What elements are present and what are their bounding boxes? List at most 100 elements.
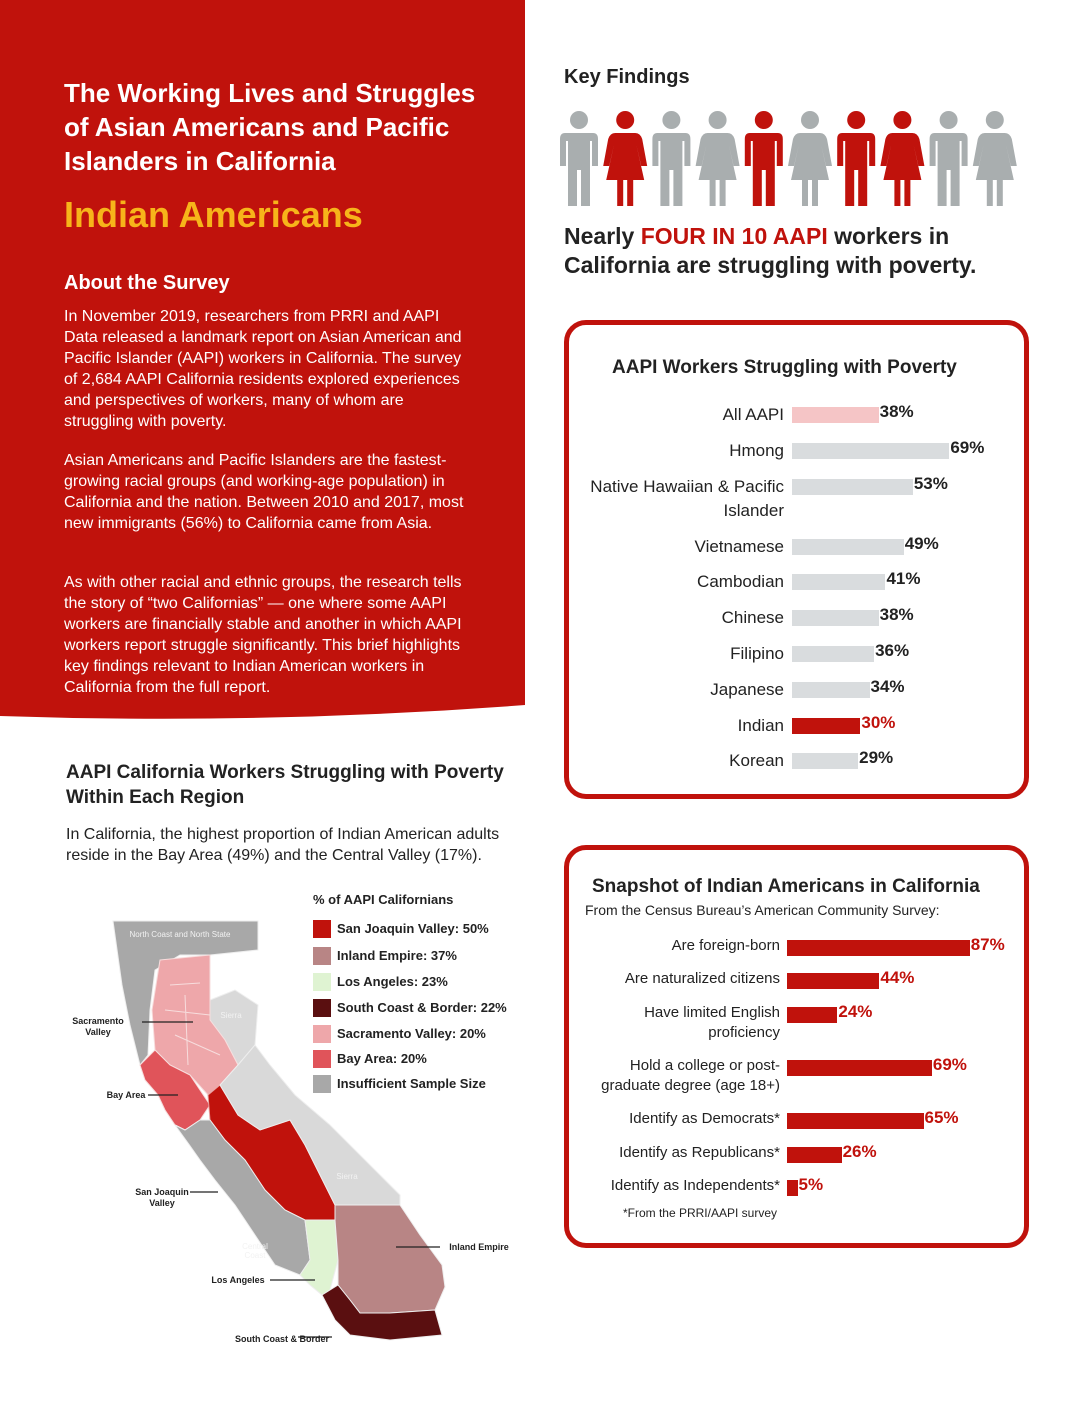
bar	[792, 718, 861, 734]
people-pictogram	[560, 111, 1017, 206]
bar	[792, 443, 950, 459]
female-person-icon	[972, 111, 1017, 206]
bar-category-label: Identify as Democrats*	[629, 1110, 780, 1127]
map-label-los-angeles: Los Angeles	[211, 1275, 265, 1285]
legend-swatch	[313, 1075, 331, 1093]
bar	[792, 646, 875, 662]
map-label-north-coast: North Coast and North State	[129, 930, 231, 939]
region-inland-empire	[334, 1204, 446, 1314]
about-heading: About the Survey	[64, 272, 230, 294]
region-text: In California, the highest proportion of…	[66, 826, 500, 864]
male-person-icon	[560, 111, 598, 206]
bar	[792, 539, 904, 555]
region-title: AAPI California Workers Struggling with …	[66, 762, 504, 808]
map-label-south-coast: South Coast & Border	[234, 1334, 329, 1344]
legend-title: % of AAPI Californians	[313, 892, 454, 907]
legend-swatch	[313, 999, 331, 1017]
snapshot-footnote: *From the PRRI/AAPI survey	[622, 1206, 777, 1220]
bar-value-label: 53%	[913, 474, 948, 493]
female-person-icon	[880, 111, 925, 206]
about-paragraph: As with other racial and ethnic groups, …	[64, 574, 462, 696]
male-person-icon	[929, 111, 968, 206]
legend-label: South Coast & Border: 22%	[337, 1000, 507, 1015]
bar-value-label: 26%	[842, 1142, 877, 1161]
map-label-sierra-south: Sierra	[336, 1172, 358, 1181]
female-person-icon	[788, 111, 832, 206]
legend-swatch	[313, 1025, 331, 1043]
bar-category-label: Hold a college or post-graduate degree (…	[601, 1057, 780, 1094]
statement-suffix: workers in California are struggling wit…	[564, 223, 977, 278]
male-person-icon	[837, 111, 876, 206]
bar	[792, 682, 870, 698]
bar-value-label: 69%	[950, 438, 985, 457]
male-person-icon	[744, 111, 783, 206]
bar	[792, 574, 886, 590]
about-paragraph: Asian Americans and Pacific Islanders ar…	[64, 452, 464, 532]
male-person-icon	[652, 111, 691, 206]
bar-category-label: Korean	[729, 751, 784, 770]
bar-value-label: 69%	[932, 1055, 967, 1074]
bar-value-label: 41%	[886, 569, 921, 588]
statement-prefix: Nearly	[564, 223, 641, 249]
bar-category-label: Japanese	[710, 680, 784, 699]
snapshot-subtitle: From the Census Bureau’s American Commun…	[585, 902, 940, 918]
bar-value-label: 87%	[970, 935, 1005, 954]
bar-category-label: Identify as Independents*	[610, 1177, 780, 1194]
bar	[787, 973, 880, 989]
bar	[792, 407, 879, 423]
bar	[787, 1007, 838, 1023]
bar-value-label: 34%	[870, 677, 905, 696]
bar-category-label: Are foreign-born	[671, 937, 780, 954]
legend-label: Sacramento Valley: 20%	[337, 1026, 486, 1041]
bar-category-label: Hmong	[729, 441, 784, 460]
map-label-inland-empire: Inland Empire	[449, 1242, 509, 1252]
bar	[787, 1180, 798, 1196]
legend-swatch	[313, 973, 331, 991]
bar-category-label: Vietnamese	[694, 537, 784, 556]
legend-label: Insufficient Sample Size	[337, 1076, 486, 1091]
bar	[787, 1060, 932, 1076]
panel-background	[0, 0, 525, 719]
bar-category-label: Native Hawaiian & Pacific Islander	[590, 477, 784, 520]
bar-category-label: Filipino	[730, 644, 784, 663]
bar-category-label: Are naturalized citizens	[624, 970, 780, 987]
legend-swatch	[313, 920, 331, 938]
poverty-chart-box: AAPI Workers Struggling with Poverty All…	[564, 320, 1029, 799]
key-findings-statement: Nearly FOUR IN 10 AAPI workers in Califo…	[564, 222, 1034, 280]
bar	[787, 1147, 842, 1163]
female-person-icon	[603, 111, 648, 206]
bar-value-label: 65%	[924, 1108, 959, 1127]
intro-panel: The Working Lives and Struggles of Asian…	[0, 0, 525, 720]
bar	[787, 1113, 924, 1129]
bar-category-label: All AAPI	[722, 405, 784, 424]
region-south-coast	[321, 1284, 443, 1341]
legend-label: Los Angeles: 23%	[337, 974, 448, 989]
bar-value-label: 38%	[879, 605, 914, 624]
bar-value-label: 44%	[880, 968, 915, 987]
legend-swatch	[313, 1050, 331, 1068]
page-subtitle: Indian Americans	[64, 194, 363, 235]
bar-category-label: Cambodian	[697, 572, 784, 591]
map-label-sierra-north: Sierra	[220, 1011, 242, 1020]
california-region-map	[112, 920, 446, 1341]
bar-value-label: 36%	[875, 641, 910, 660]
legend-label: Bay Area: 20%	[337, 1051, 427, 1066]
bar-value-label: 38%	[879, 402, 914, 421]
bar-category-label: Indian	[737, 716, 784, 735]
bar	[792, 479, 913, 495]
bar-value-label: 49%	[904, 534, 939, 553]
legend-swatch	[313, 947, 331, 965]
bar	[792, 610, 879, 626]
bar-category-label: Chinese	[721, 608, 784, 627]
bar	[787, 940, 970, 956]
female-person-icon	[695, 111, 740, 206]
legend-label: San Joaquin Valley: 50%	[337, 921, 489, 936]
bar-category-label: Have limited English proficiency	[644, 1004, 780, 1041]
about-paragraph: In November 2019, researchers from PRRI …	[64, 308, 462, 430]
snapshot-title: Snapshot of Indian Americans in Californ…	[592, 876, 980, 897]
page-title: The Working Lives and Struggles of Asian…	[64, 78, 476, 176]
map-label-san-joaquin: San Joaquin Valley	[135, 1187, 189, 1208]
bar	[792, 753, 859, 769]
legend-label: Inland Empire: 37%	[337, 948, 457, 963]
map-label-central-coast: Central Coast	[242, 1242, 268, 1260]
